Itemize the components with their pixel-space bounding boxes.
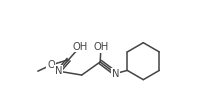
Text: N: N [55, 66, 62, 76]
Text: OH: OH [73, 42, 88, 52]
Text: N: N [112, 69, 119, 79]
Text: OH: OH [93, 42, 109, 52]
Text: O: O [47, 60, 55, 70]
